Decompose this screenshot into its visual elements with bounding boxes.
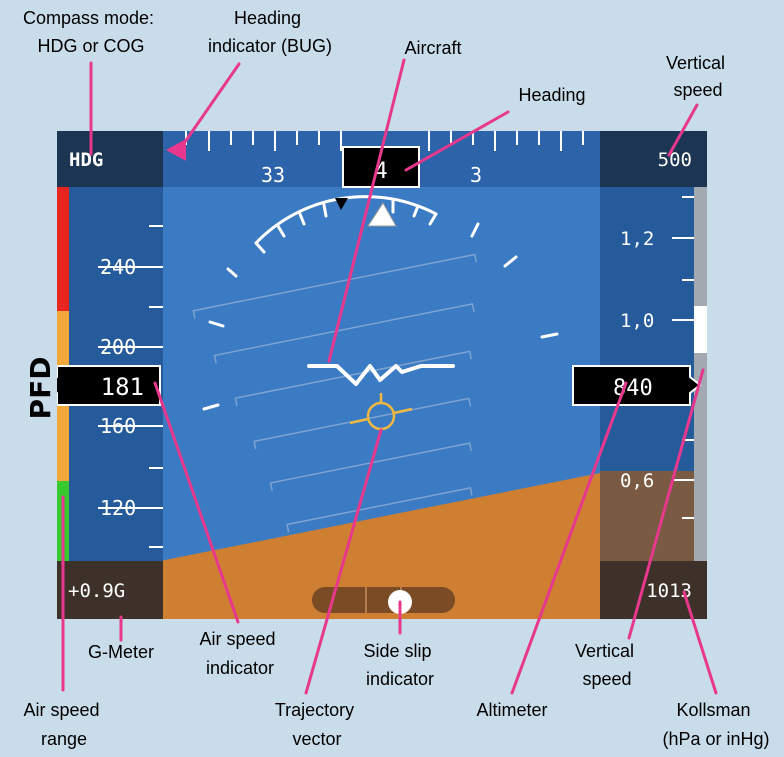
callout-line-vertical-speed-bottom (627, 368, 705, 640)
airspeed-scale-ticks (98, 225, 163, 548)
altimeter-scale-ticks (672, 196, 694, 519)
label-compass-mode-line2: HDG or COG (37, 36, 144, 56)
callout-line-trajectory (304, 428, 383, 695)
label-airspeed-range-line1: Air speed (23, 700, 99, 720)
altimeter-tick-1-0: 1,0 (620, 310, 654, 332)
airspeed-tick-200: 200 (100, 335, 136, 359)
heading-scale-label-left: 33 (261, 163, 285, 187)
speed-range-red (57, 187, 69, 311)
label-vertical-speed-bottom-line2: speed (582, 669, 631, 689)
label-kollsman: Kollsman (hPa or inHg) (662, 700, 769, 749)
callout-labels: Compass mode: HDG or COG Heading indicat… (23, 8, 770, 749)
altimeter-readout: 840 (572, 365, 702, 406)
compass-mode-box (57, 131, 163, 187)
airspeed-readout: 181 (57, 365, 161, 406)
label-altimeter: Altimeter (476, 700, 547, 720)
airspeed-tick-160: 160 (100, 414, 136, 438)
vertical-speed-indicator-fill (694, 306, 707, 353)
bank-reference-marker (335, 198, 348, 210)
adjacent-panel-edge (776, 364, 784, 392)
label-trajectory-line2: vector (292, 729, 341, 749)
altimeter-tick-0-6: 0,6 (620, 470, 654, 492)
label-aircraft: Aircraft (404, 38, 461, 58)
airspeed-tick-120: 120 (100, 496, 136, 520)
label-side-slip-line2: indicator (366, 669, 434, 689)
label-airspeed-indicator-line2: indicator (206, 658, 274, 678)
heading-bug (166, 139, 186, 161)
label-kollsman-line2: (hPa or inHg) (662, 729, 769, 749)
label-vertical-speed-top-line1: Vertical (666, 53, 725, 73)
callout-line-vertical-speed-top (667, 103, 699, 157)
label-trajectory-line1: Trajectory (275, 700, 354, 720)
label-vertical-speed-bottom: Vertical speed (575, 641, 639, 689)
ground (163, 473, 600, 619)
label-airspeed-indicator: Air speed indicator (199, 629, 280, 678)
callout-line-kollsman (682, 590, 718, 695)
g-meter-box (57, 561, 163, 619)
callout-line-airspeed-indicator (153, 381, 240, 624)
label-heading-bug: Heading indicator (BUG) (208, 8, 332, 56)
label-airspeed-range: Air speed range (23, 700, 104, 749)
label-g-meter: G-Meter (88, 642, 154, 662)
callout-line-altimeter (510, 381, 628, 695)
callout-lines (61, 58, 718, 695)
airspeed-tick-240: 240 (100, 255, 136, 279)
altimeter-tick-1-2: 1,2 (620, 228, 654, 250)
label-compass-mode: Compass mode: HDG or COG (23, 8, 159, 56)
attitude-indicator (163, 187, 600, 619)
pfd-screen: 33 3 4 HDG 500 240 200 160 120 181 (57, 131, 707, 619)
label-kollsman-line1: Kollsman (676, 700, 750, 720)
label-heading-bug-line1: Heading (234, 8, 301, 28)
kollsman-value: 1013 (646, 580, 692, 602)
heading-scale-label-right: 3 (470, 163, 482, 187)
bank-pointer (367, 202, 397, 227)
label-heading-bug-line2: indicator (BUG) (208, 36, 332, 56)
label-side-slip: Side slip indicator (363, 641, 436, 689)
label-airspeed-range-line2: range (41, 729, 87, 749)
aircraft-symbol (307, 364, 455, 386)
g-meter-value: +0.9G (68, 580, 125, 602)
compass-mode-text: HDG (69, 149, 103, 171)
label-trajectory: Trajectory vector (275, 700, 359, 749)
altimeter-value: 840 (613, 376, 653, 401)
vertical-speed-top-value: 500 (658, 149, 692, 171)
airspeed-value: 181 (101, 373, 144, 401)
callout-line-aircraft (327, 58, 406, 363)
label-side-slip-line1: Side slip (363, 641, 431, 661)
label-vertical-speed-bottom-line1: Vertical (575, 641, 634, 661)
callout-line-heading-bug (176, 62, 241, 154)
label-airspeed-indicator-line1: Air speed (199, 629, 275, 649)
pfd-side-label: PFD (24, 357, 57, 420)
label-heading: Heading (518, 85, 585, 105)
label-vertical-speed-top-line2: speed (673, 80, 722, 100)
label-vertical-speed-top: Vertical speed (666, 53, 730, 100)
vertical-speed-box (600, 131, 707, 187)
label-compass-mode-line1: Compass mode: (23, 8, 154, 28)
callout-line-heading (404, 110, 510, 172)
